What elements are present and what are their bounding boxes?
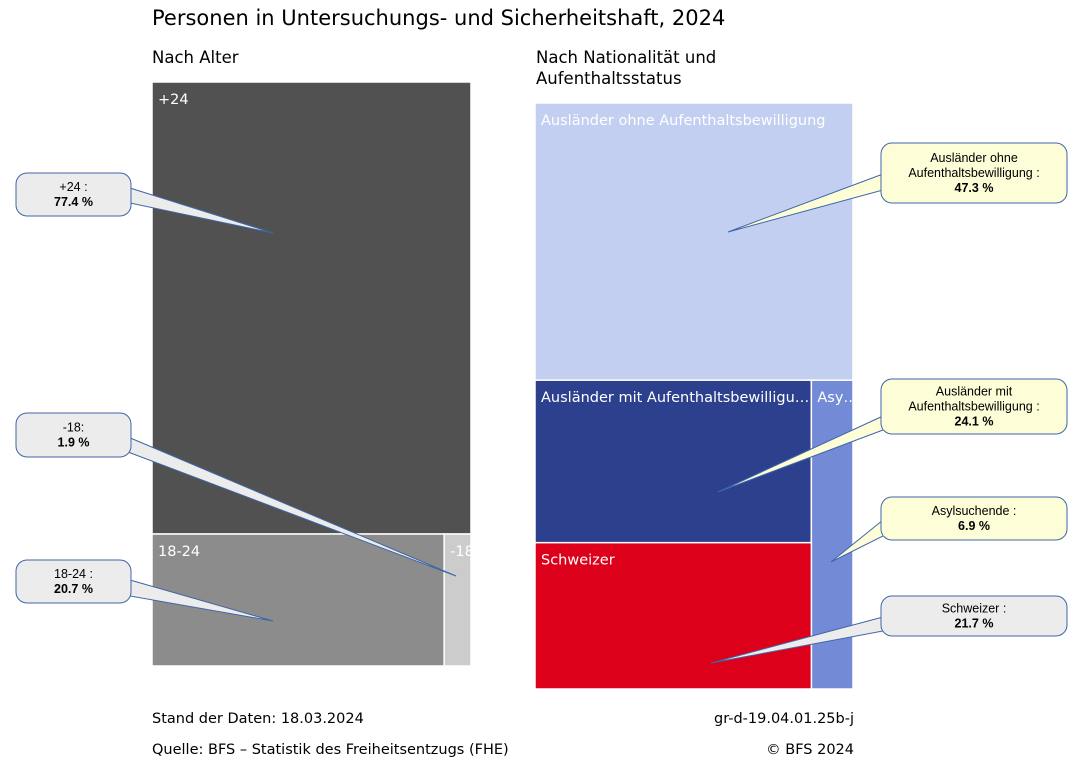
- left-chart-subtitle: Nach Alter: [152, 48, 239, 67]
- nat-schweizer-callout-value: 21.7 %: [955, 617, 994, 631]
- tile-18-24-tile-label: 18-24: [158, 544, 200, 560]
- footer-stand: Stand der Daten: 18.03.2024: [152, 711, 364, 727]
- footer-code: gr-d-19.04.01.25b-j: [713, 711, 854, 727]
- right-chart-subtitle: Nach Nationalität und Aufenthaltsstatus: [536, 48, 717, 88]
- age-under18-callout-value: 1.9 %: [58, 436, 90, 450]
- nat-mit-callout-label: Aufenthaltsbewilligung :: [908, 400, 1039, 414]
- age-under18-callout-box: [15, 412, 132, 458]
- age-under18-callout-label: -18:: [63, 421, 85, 435]
- tile-18-tile: [443, 533, 472, 667]
- nat-ohne-callout-value: 47.3 %: [955, 181, 994, 195]
- age-plus24-callout: +24 :77.4 %: [15, 172, 274, 234]
- nat-mit-callout-value: 24.1 %: [955, 415, 994, 429]
- nat-mit-callout-box: [880, 378, 1068, 435]
- footer-copyright: © BFS 2024: [766, 742, 854, 758]
- age-18-24-callout-label: 18-24 :: [54, 567, 93, 581]
- nat-ohne-callout-seam: [883, 174, 887, 190]
- age-plus24-callout-label: +24 :: [59, 180, 87, 194]
- age-18-24-callout-box: [15, 559, 132, 604]
- nat-asyl-callout-seam: [883, 520, 887, 536]
- nat-schweizer-callout-label: Schweizer :: [942, 602, 1007, 616]
- nat-asyl-callout-value: 6.9 %: [958, 519, 990, 533]
- tile-ausl-nder-mit-aufenthaltsbewilligung-tile-label: Ausländer mit Aufenthaltsbewilligu…: [541, 390, 809, 406]
- nat-schweizer-callout-seam: [883, 617, 887, 631]
- footer-source: Quelle: BFS – Statistik des Freiheitsent…: [152, 742, 509, 758]
- nat-mit-callout-seam: [883, 416, 887, 430]
- nat-ohne-callout-label: Ausländer ohne: [930, 151, 1018, 165]
- tile-18-tile-label: -18: [450, 544, 474, 560]
- chart-title: Personen in Untersuchungs- und Sicherhei…: [152, 6, 726, 30]
- age-under18-callout-seam: [124, 437, 128, 452]
- age-plus24-callout-box: [15, 172, 132, 217]
- age-18-24-callout-value: 20.7 %: [54, 582, 93, 596]
- age-plus24-callout-seam: [126, 188, 130, 203]
- nat-ohne-callout-box: [880, 142, 1068, 204]
- tile-ausl-nder-ohne-aufenthaltsbewilligung-tile-label: Ausländer ohne Aufenthaltsbewilligung: [541, 113, 826, 129]
- nat-asyl-callout-box: [880, 496, 1068, 541]
- nat-mit-callout-label: Ausländer mit: [936, 385, 1013, 399]
- age-18-24-callout-seam: [126, 580, 130, 596]
- tile-24-tile-label: +24: [158, 92, 189, 108]
- tile-24-tile: [151, 81, 472, 535]
- age-under18-callout: -18:1.9 %: [15, 412, 457, 577]
- tile-ausl-nder-ohne-aufenthaltsbewilligung-tile: [534, 102, 854, 381]
- tile-schweizer-tile: [534, 541, 813, 690]
- tile-ausl-nder-mit-aufenthaltsbewilligung-tile: [534, 379, 813, 544]
- tile-schweizer-tile-label: Schweizer: [541, 553, 615, 569]
- tile-asylsuchende-tile-label: Asy…: [817, 390, 858, 406]
- age-plus24-callout-value: 77.4 %: [54, 195, 93, 209]
- nat-asyl-callout-label: Asylsuchende :: [932, 504, 1017, 518]
- nat-schweizer-callout-box: [880, 595, 1068, 637]
- nat-asyl-callout: Asylsuchende :6.9 %: [830, 496, 1068, 563]
- nat-schweizer-callout: Schweizer :21.7 %: [710, 595, 1068, 664]
- age-18-24-callout: 18-24 :20.7 %: [15, 559, 274, 622]
- nat-ohne-callout-label: Aufenthaltsbewilligung :: [908, 166, 1039, 180]
